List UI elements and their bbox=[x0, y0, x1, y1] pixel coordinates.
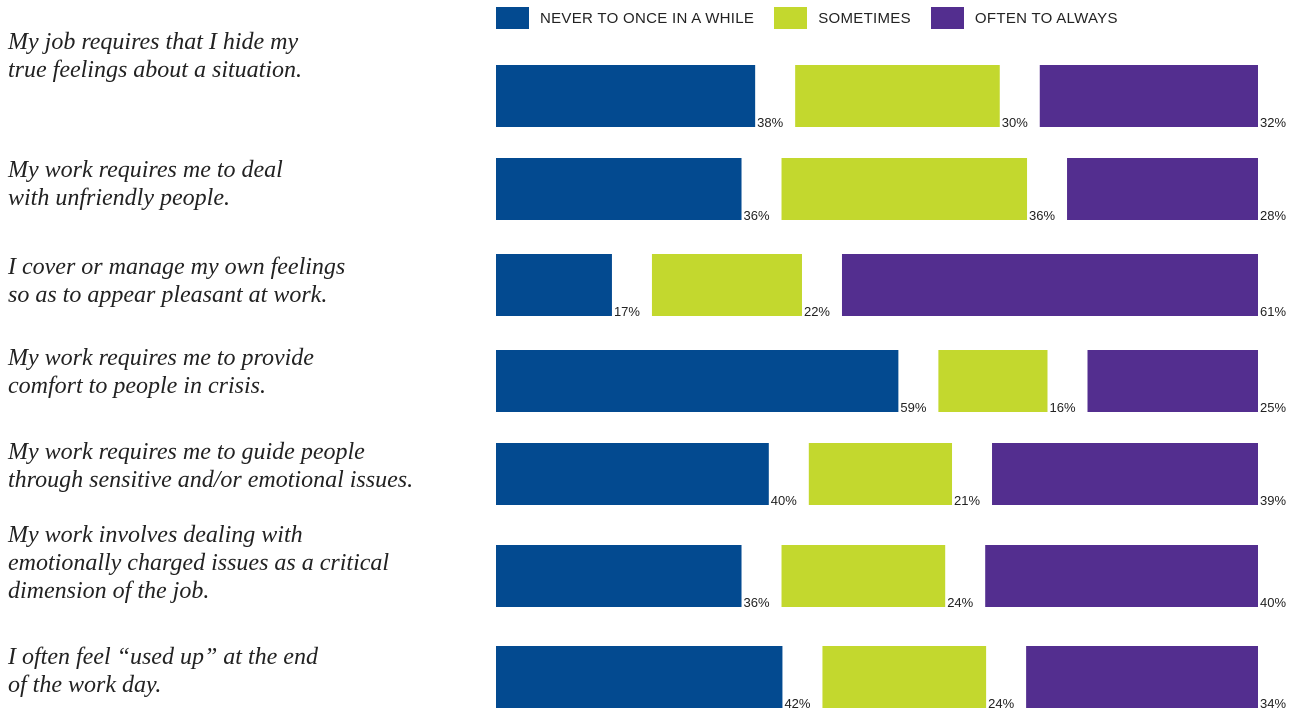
bar-row5-never bbox=[496, 443, 769, 505]
value-label-row6-never: 36% bbox=[744, 595, 770, 610]
bar-row6-sometimes bbox=[781, 545, 946, 607]
row-label-6: My work involves dealing with emotionall… bbox=[8, 522, 390, 604]
bar-row7-often bbox=[1026, 646, 1258, 708]
value-label-row5-sometimes: 21% bbox=[954, 493, 980, 508]
bar-row4-often bbox=[1087, 350, 1258, 412]
bar-row2-never bbox=[496, 158, 742, 220]
bar-row6-never bbox=[496, 545, 742, 607]
value-label-row4-never: 59% bbox=[900, 400, 926, 415]
bar-row1-sometimes bbox=[795, 65, 1000, 127]
legend-swatch-often bbox=[930, 7, 964, 29]
bar-row1-often bbox=[1039, 65, 1258, 127]
bar-row2-often bbox=[1067, 158, 1258, 220]
value-label-row2-never: 36% bbox=[744, 208, 770, 223]
bar-row3-sometimes bbox=[651, 254, 802, 316]
legend-label-often: OFTEN TO ALWAYS bbox=[974, 9, 1118, 27]
legend-swatch-sometimes bbox=[774, 7, 808, 29]
value-label-row5-never: 40% bbox=[771, 493, 797, 508]
value-label-row1-often: 32% bbox=[1260, 115, 1286, 130]
bar-row2-sometimes bbox=[781, 158, 1028, 220]
bar-row4-sometimes bbox=[938, 350, 1048, 412]
legend: NEVER TO ONCE IN A WHILE SOMETIMES OFTEN… bbox=[496, 7, 1138, 29]
value-label-row1-sometimes: 30% bbox=[1002, 115, 1028, 130]
value-label-row7-never: 42% bbox=[784, 696, 810, 711]
bar-row4-never bbox=[496, 350, 899, 412]
row-label-5: My work requires me to guide people thro… bbox=[8, 439, 414, 493]
value-label-row4-often: 25% bbox=[1260, 400, 1286, 415]
value-label-row6-sometimes: 24% bbox=[947, 595, 973, 610]
row-label-3: I cover or manage my own feelings so as … bbox=[8, 254, 346, 308]
legend-item-sometimes: SOMETIMES bbox=[774, 7, 911, 29]
value-label-row6-often: 40% bbox=[1260, 595, 1286, 610]
value-label-row3-sometimes: 22% bbox=[804, 304, 830, 319]
value-label-row3-often: 61% bbox=[1260, 304, 1286, 319]
legend-item-often: OFTEN TO ALWAYS bbox=[930, 7, 1118, 29]
value-label-row4-sometimes: 16% bbox=[1050, 400, 1076, 415]
value-label-row1-never: 38% bbox=[757, 115, 783, 130]
bar-row5-often bbox=[992, 443, 1258, 505]
value-label-row5-often: 39% bbox=[1260, 493, 1286, 508]
value-label-row7-sometimes: 24% bbox=[988, 696, 1014, 711]
bar-row1-never bbox=[496, 65, 756, 127]
value-label-row3-never: 17% bbox=[614, 304, 640, 319]
bar-row3-often bbox=[841, 254, 1258, 316]
bar-row5-sometimes bbox=[808, 443, 953, 505]
bar-row7-never bbox=[496, 646, 783, 708]
bar-row3-never bbox=[496, 254, 612, 316]
value-label-row7-often: 34% bbox=[1260, 696, 1286, 711]
row-label-1: My job requires that I hide my true feel… bbox=[8, 29, 302, 83]
row-label-2: My work requires me to deal with unfrien… bbox=[8, 157, 283, 211]
row-label-7: I often feel “used up” at the end of the… bbox=[8, 644, 318, 698]
row-label-4: My work requires me to provide comfort t… bbox=[8, 345, 314, 399]
value-label-row2-sometimes: 36% bbox=[1029, 208, 1055, 223]
legend-item-never: NEVER TO ONCE IN A WHILE bbox=[496, 7, 754, 29]
legend-label-sometimes: SOMETIMES bbox=[818, 9, 911, 27]
legend-swatch-never bbox=[496, 7, 529, 29]
legend-label-never: NEVER TO ONCE IN A WHILE bbox=[540, 9, 755, 27]
bar-row7-sometimes bbox=[822, 646, 987, 708]
value-label-row2-often: 28% bbox=[1260, 208, 1286, 223]
bar-row6-often bbox=[985, 545, 1258, 607]
